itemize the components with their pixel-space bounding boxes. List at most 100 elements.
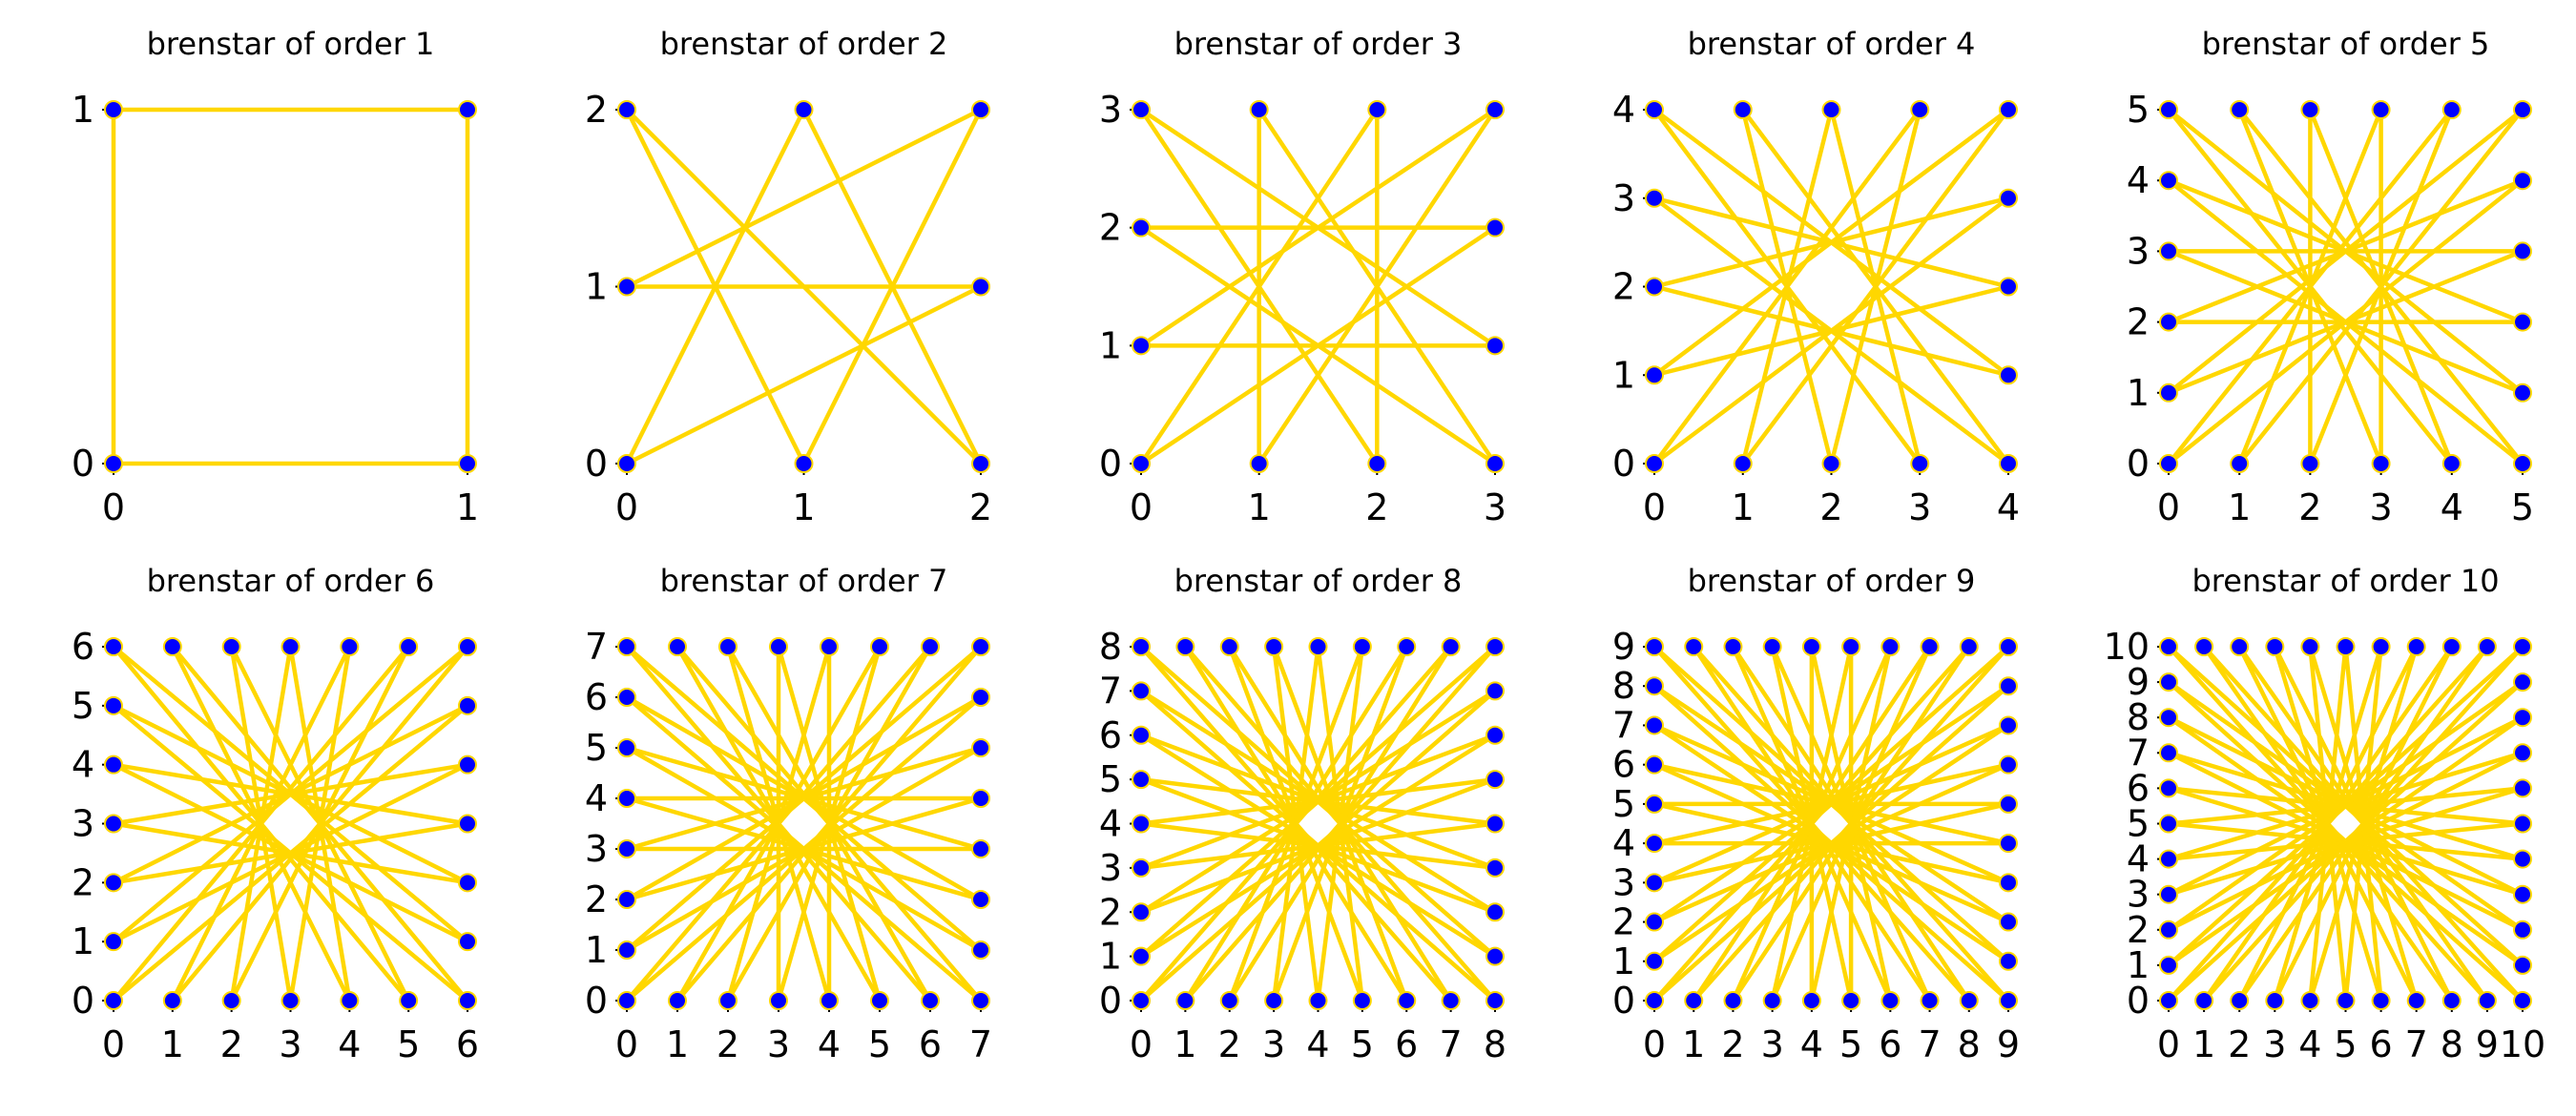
graph-edge <box>624 644 984 953</box>
graph-node <box>221 991 241 1010</box>
graph-node <box>921 991 940 1010</box>
graph-edge <box>675 644 984 1003</box>
graph-edge <box>1652 107 2011 378</box>
graph-edge <box>1652 196 2011 466</box>
graph-node <box>1485 336 1505 356</box>
x-tick-label: 4 <box>2441 486 2463 528</box>
x-tick-label: 9 <box>1997 1023 2020 1065</box>
y-tick-label: 8 <box>1612 665 1635 707</box>
edges <box>624 644 984 1003</box>
graph-node <box>2513 171 2532 191</box>
y-tick-label: 1 <box>72 89 94 131</box>
graph-node <box>2159 241 2178 261</box>
graph-node <box>1485 637 1505 656</box>
graph-node <box>1880 637 1901 656</box>
y-tick-label: 9 <box>2127 661 2150 703</box>
graph-edge <box>2166 644 2525 968</box>
graph-edge <box>2166 107 2525 396</box>
graph-node <box>971 839 990 858</box>
subplot-title: brenstar of order 2 <box>660 26 948 62</box>
x-tick-label: 1 <box>2192 1023 2215 1065</box>
x-tick-label: 1 <box>2228 486 2251 528</box>
graph-node <box>162 637 182 656</box>
y-tick-label: 0 <box>2127 980 2150 1022</box>
x-tick-label: 1 <box>1732 486 1755 528</box>
subplot-title: brenstar of order 3 <box>1174 26 1463 62</box>
graph-node <box>1920 991 1940 1010</box>
x-tick-label: 3 <box>1484 486 1506 528</box>
x-tick-label: 4 <box>818 1023 841 1065</box>
graph-node <box>1132 336 1151 356</box>
x-tick-label: 1 <box>1174 1023 1196 1065</box>
y-tick-label: 6 <box>72 626 94 668</box>
edges <box>111 644 470 1003</box>
graph-node <box>794 100 814 119</box>
graph-node <box>820 991 839 1010</box>
graph-node <box>2159 814 2178 834</box>
graph-node <box>1397 991 1417 1010</box>
graph-node <box>971 789 990 808</box>
y-tick-label: 3 <box>2127 230 2150 272</box>
x-tick-label: 3 <box>1761 1023 1784 1065</box>
y-tick-label: 0 <box>1099 443 1122 485</box>
graph-node <box>1132 946 1151 966</box>
graph-node <box>104 754 123 775</box>
y-tick-label: 5 <box>1099 758 1122 800</box>
graph-node <box>1485 454 1505 473</box>
graph-node <box>2406 637 2426 656</box>
y-tick-label: 3 <box>585 828 608 870</box>
graph-node <box>1801 991 1821 1010</box>
y-tick-label: 2 <box>1612 901 1635 943</box>
graph-node <box>2371 637 2391 656</box>
graph-edge <box>170 644 470 1003</box>
y-tick-label: 0 <box>72 980 94 1022</box>
graph-node <box>162 991 182 1010</box>
subplot-title: brenstar of order 1 <box>147 26 435 62</box>
graph-node <box>2513 884 2532 904</box>
graph-node <box>2159 100 2178 119</box>
graph-node <box>1132 637 1151 656</box>
y-tick-label: 1 <box>1612 354 1635 396</box>
graph-node <box>1762 991 1782 1010</box>
x-tick-label: 4 <box>1997 486 2020 528</box>
y-tick-label: 1 <box>72 920 94 962</box>
graph-node <box>2230 637 2250 656</box>
y-tick-label: 6 <box>1099 714 1122 756</box>
x-tick-label: 5 <box>2334 1023 2357 1065</box>
graph-node <box>1645 637 1664 656</box>
graph-node <box>2513 312 2532 332</box>
graph-node <box>2406 991 2426 1010</box>
graph-node <box>2230 454 2250 473</box>
graph-node <box>2513 637 2532 656</box>
graph-node <box>340 637 360 656</box>
graph-node <box>1485 681 1505 701</box>
graph-node <box>2159 778 2178 798</box>
y-tick-label: 5 <box>1612 783 1635 825</box>
graph-node <box>2513 920 2532 940</box>
x-tick-label: 3 <box>767 1023 790 1065</box>
graph-node <box>1132 814 1151 834</box>
x-tick-label: 5 <box>1839 1023 1862 1065</box>
graph-node <box>718 991 737 1010</box>
subplot-title: brenstar of order 8 <box>1174 563 1463 599</box>
graph-node <box>104 695 123 715</box>
graph-node <box>2513 955 2532 975</box>
graph-node <box>617 890 636 909</box>
x-tick-label: 6 <box>919 1023 942 1065</box>
graph-node <box>2513 743 2532 763</box>
graph-node <box>2159 991 2178 1010</box>
graph-node <box>1308 991 1328 1010</box>
x-tick-label: 3 <box>279 1023 301 1065</box>
x-tick-label: 4 <box>2298 1023 2321 1065</box>
graph-node <box>2513 241 2532 261</box>
graph-edge <box>624 107 984 289</box>
graph-edge <box>624 694 984 1003</box>
x-tick-label: 6 <box>456 1023 479 1065</box>
graph-edge <box>1740 107 2011 466</box>
graph-node <box>2265 637 2285 656</box>
subplot-order-2: brenstar of order 2 0 1 2 0 1 2 <box>585 26 992 528</box>
y-tick-label: 3 <box>1099 847 1122 889</box>
x-tick-label: 2 <box>2298 486 2321 528</box>
